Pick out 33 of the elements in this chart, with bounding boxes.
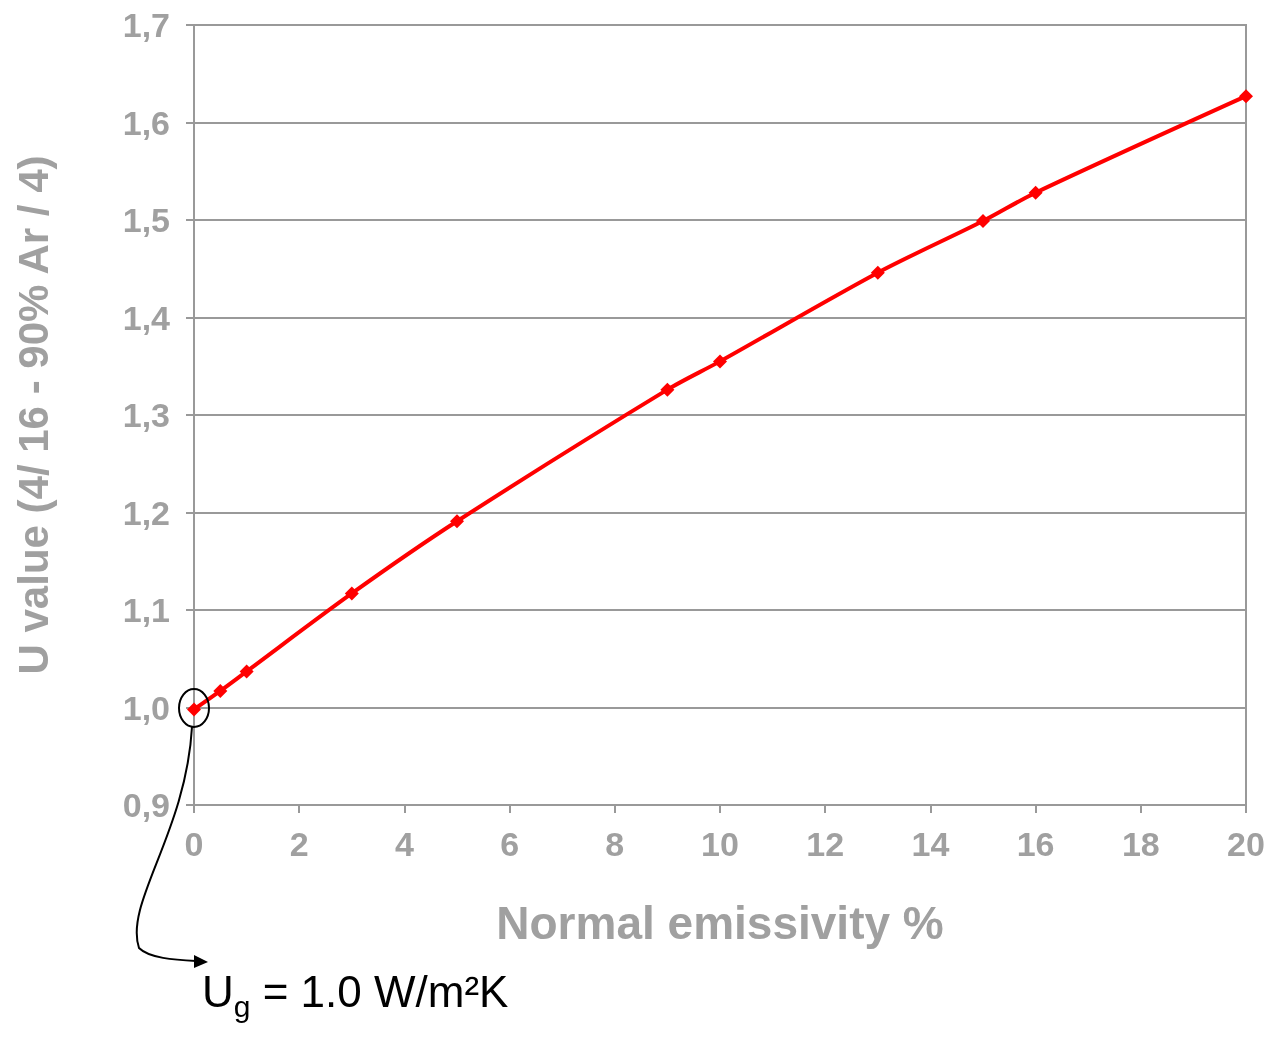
y-tick-label: 1,5 — [122, 201, 170, 239]
point — [239, 664, 254, 679]
point — [450, 514, 464, 529]
x-axis-title: Normal emissivity % — [496, 897, 944, 949]
y-tick-label: 1,7 — [122, 6, 170, 44]
x-tick-label: 4 — [394, 825, 414, 863]
y-tick-label: 1,6 — [122, 103, 170, 142]
point — [976, 213, 990, 228]
y-tick-label: 1,2 — [122, 493, 170, 532]
point — [1239, 89, 1253, 104]
x-tick-label: 0 — [184, 825, 204, 863]
x-tick-label: 18 — [1121, 825, 1160, 863]
point — [1028, 185, 1043, 200]
y-tick-label: 1,0 — [122, 688, 170, 727]
point — [660, 382, 675, 397]
x-tick-label: 2 — [289, 825, 309, 863]
x-tick-label: 20 — [1227, 825, 1265, 863]
y-tick-label: 1,4 — [122, 298, 171, 337]
text: U$_{g}$ = 1.0 W/m²K — [202, 967, 509, 1023]
y-axis-title: U value (4/ 16 - 90% Ar / 4) — [9, 155, 57, 675]
point — [213, 683, 228, 698]
x-tick-label: 10 — [701, 825, 739, 863]
x-tick-label: 6 — [500, 825, 520, 863]
y-tick-label: 1,3 — [122, 396, 170, 434]
x-tick-label: 14 — [911, 825, 950, 863]
point — [344, 586, 359, 601]
x-tick-label: 12 — [806, 825, 845, 863]
point — [713, 354, 727, 369]
x-tick-label: 16 — [1016, 825, 1055, 863]
y-tick-label: 1,1 — [122, 591, 170, 629]
x-tick-label: 8 — [605, 825, 625, 863]
y-tick-label: 0,9 — [122, 786, 170, 824]
point — [870, 265, 885, 280]
